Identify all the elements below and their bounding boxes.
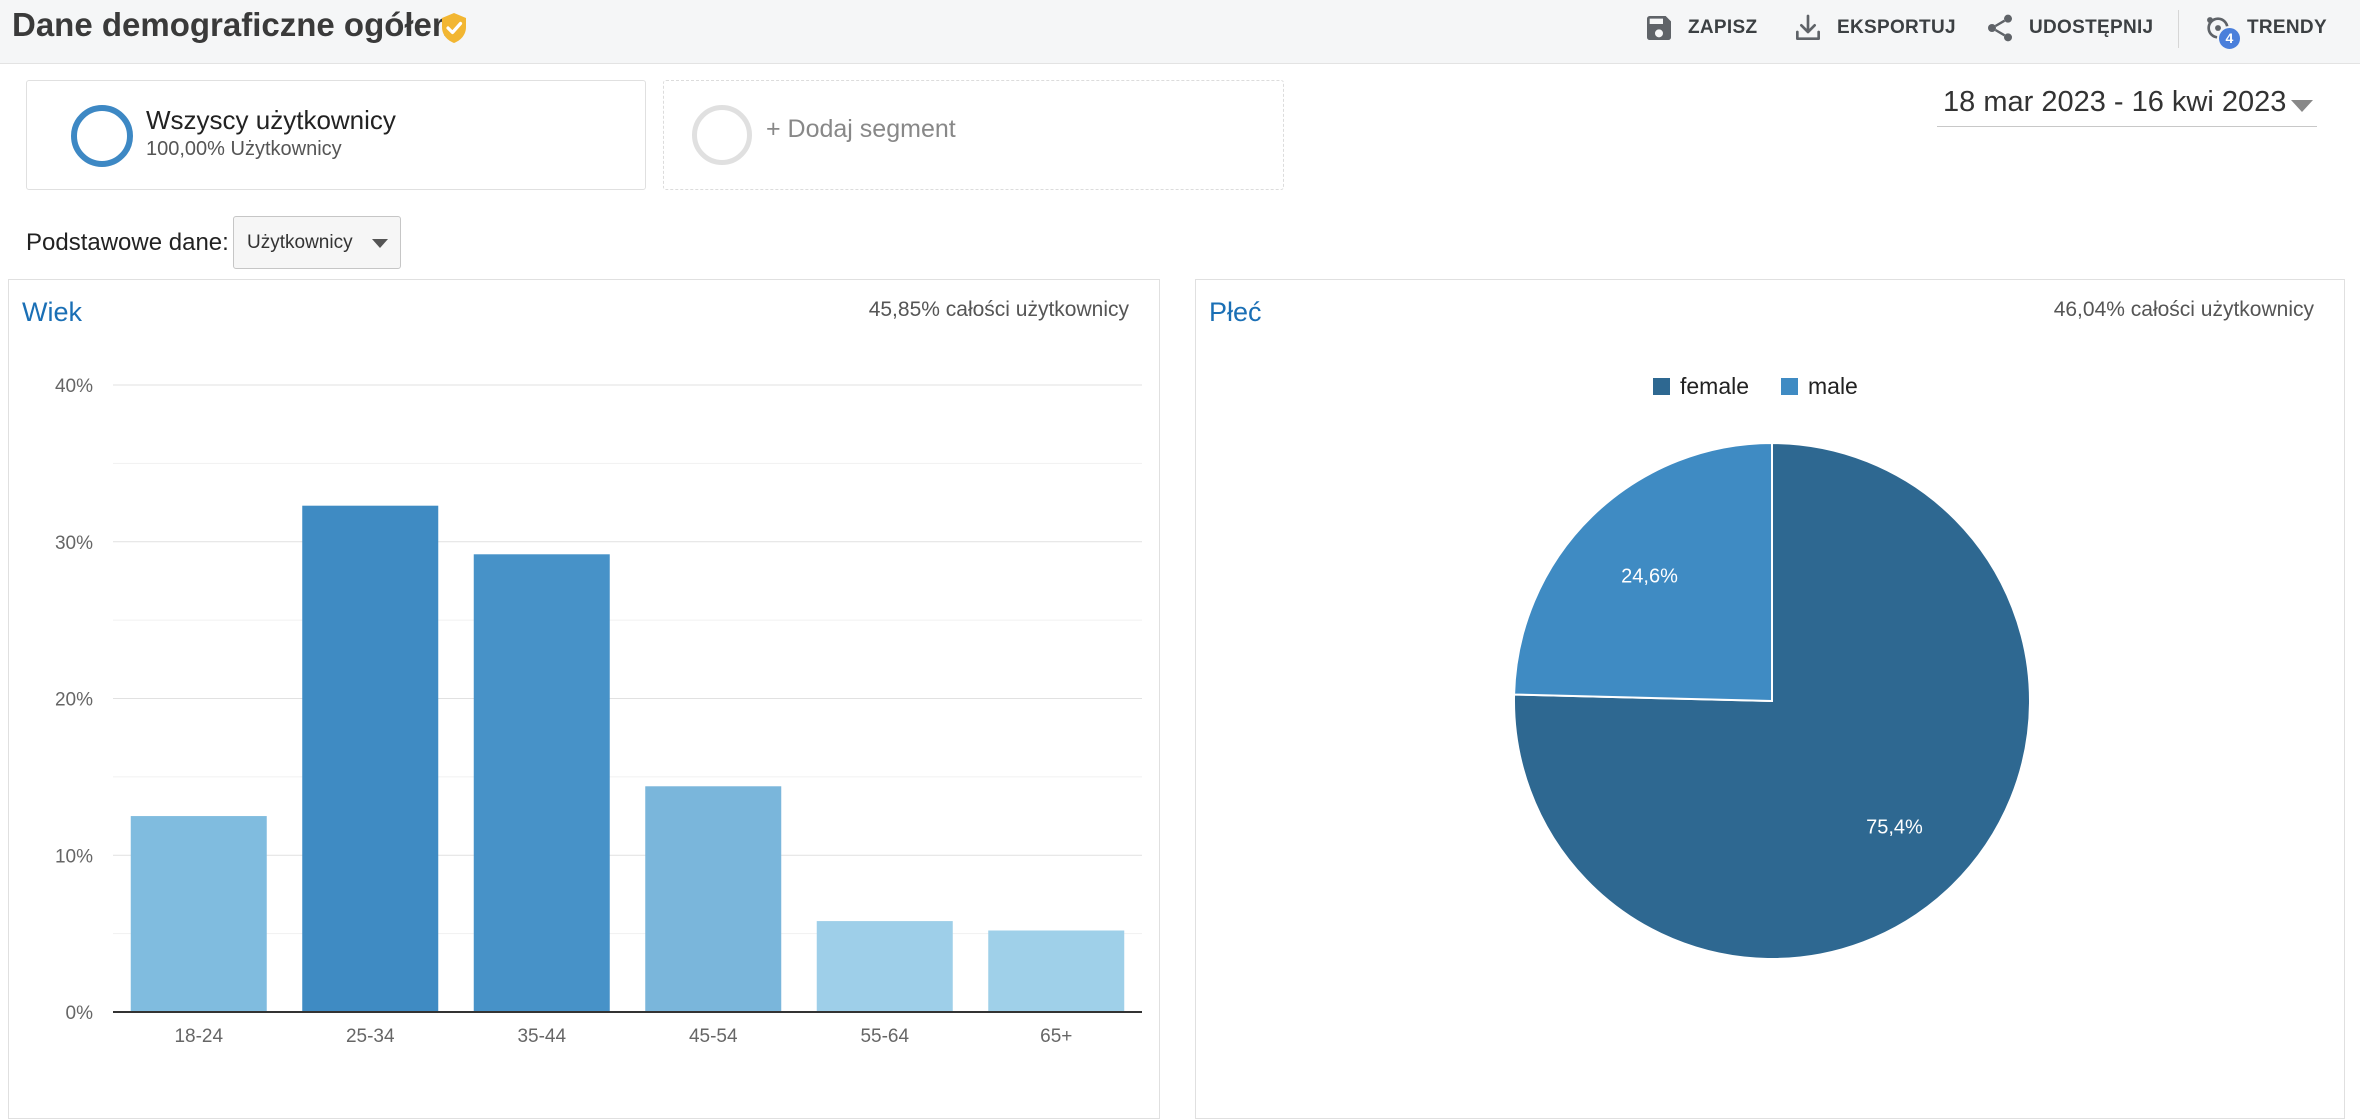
legend-swatch-female bbox=[1653, 378, 1670, 395]
segment-ring-icon bbox=[71, 105, 133, 167]
x-tick-label: 65+ bbox=[1040, 1026, 1072, 1047]
bar-25-34[interactable] bbox=[302, 505, 439, 1012]
empty-segment-ring-icon bbox=[692, 105, 752, 165]
age-bar-chart: 0% 10% 20% 30% 40% 18-24 25-34 35-44 45-54 55-64 6… bbox=[55, 376, 1142, 1047]
report-header: Dane demograficzne ogółem ZAPISZ EKSPORT… bbox=[0, 0, 2360, 64]
export-button[interactable]: EKSPORTUJ bbox=[1792, 10, 1956, 46]
date-range-picker[interactable]: 18 mar 2023 - 16 kwi 2023 bbox=[1937, 82, 2317, 127]
trends-icon-wrap: 4 bbox=[2202, 12, 2242, 51]
share-icon bbox=[1988, 14, 2012, 42]
segment-card-all-users[interactable]: Wszyscy użytkownicy 100,00% Użytkownicy bbox=[26, 80, 646, 190]
trends-badge: 4 bbox=[2217, 26, 2242, 51]
y-tick-label: 20% bbox=[55, 690, 93, 711]
verified-shield-icon bbox=[442, 13, 466, 43]
x-tick-label: 35-44 bbox=[517, 1026, 566, 1047]
trends-button[interactable]: 4 TRENDY bbox=[2202, 10, 2327, 51]
legend-swatch-male bbox=[1781, 378, 1798, 395]
floppy-disk-icon bbox=[1647, 16, 1671, 40]
share-label: UDOSTĘPNIJ bbox=[2029, 17, 2154, 38]
legend-label-male: male bbox=[1808, 373, 1858, 399]
bar-65+[interactable] bbox=[988, 930, 1125, 1012]
share-button[interactable]: UDOSTĘPNIJ bbox=[1984, 10, 2153, 46]
x-tick-label: 18-24 bbox=[174, 1026, 223, 1047]
legend-item-female[interactable]: female bbox=[1653, 373, 1749, 400]
y-tick-label: 40% bbox=[55, 376, 93, 397]
bar-45-54[interactable] bbox=[645, 786, 782, 1012]
metric-select[interactable]: Użytkownicy bbox=[233, 216, 401, 269]
add-segment-card[interactable]: + Dodaj segment bbox=[663, 80, 1284, 190]
download-icon bbox=[1796, 14, 1820, 40]
bar-55-64[interactable] bbox=[816, 921, 953, 1012]
segment-detail: 100,00% Użytkownicy bbox=[146, 138, 342, 160]
toolbar-divider bbox=[2178, 10, 2179, 48]
add-segment-label: + Dodaj segment bbox=[766, 115, 956, 143]
gender-pie-chart: 75,4% 24,6% bbox=[1513, 441, 2031, 960]
x-tick-label: 55-64 bbox=[860, 1026, 909, 1047]
save-label: ZAPISZ bbox=[1688, 17, 1758, 38]
pie-label-female: 75,4% bbox=[1866, 817, 1923, 839]
age-panel-title: Wiek bbox=[22, 297, 82, 327]
gender-panel-total: 46,04% całości użytkownicy bbox=[2053, 298, 2314, 321]
pie-label-male: 24,6% bbox=[1621, 565, 1678, 587]
bar-18-24[interactable] bbox=[130, 816, 267, 1012]
bar-35-44[interactable] bbox=[473, 554, 610, 1012]
page-title: Dane demograficzne ogółem bbox=[12, 6, 462, 43]
age-panel-total: 45,85% całości użytkownicy bbox=[868, 298, 1129, 321]
legend-item-male[interactable]: male bbox=[1781, 373, 1858, 400]
age-panel: Wiek 45,85% całości użytkownicy 0% 10% 20%… bbox=[8, 279, 1160, 1119]
y-tick-label: 30% bbox=[55, 533, 93, 554]
dropdown-arrow-icon bbox=[372, 239, 388, 248]
y-tick-label: 10% bbox=[55, 846, 93, 867]
save-button[interactable]: ZAPISZ bbox=[1643, 10, 1757, 46]
gender-panel: Płeć 46,04% całości użytkownicy female m… bbox=[1195, 279, 2345, 1119]
segment-name: Wszyscy użytkownicy bbox=[146, 105, 396, 135]
chevron-down-icon bbox=[2291, 100, 2313, 112]
primary-dimension-label: Podstawowe dane: bbox=[26, 229, 229, 256]
date-range-text: 18 mar 2023 - 16 kwi 2023 bbox=[1943, 86, 2287, 118]
export-label: EKSPORTUJ bbox=[1837, 17, 1956, 38]
gender-panel-title: Płeć bbox=[1209, 297, 1262, 327]
trends-label: TRENDY bbox=[2247, 17, 2327, 38]
x-tick-label: 25-34 bbox=[346, 1026, 395, 1047]
legend-label-female: female bbox=[1680, 373, 1750, 399]
pie-slice-male[interactable] bbox=[1513, 441, 1773, 703]
x-tick-label: 45-54 bbox=[689, 1026, 738, 1047]
y-tick-label: 0% bbox=[66, 1003, 94, 1024]
metric-select-value: Użytkownicy bbox=[247, 232, 353, 253]
